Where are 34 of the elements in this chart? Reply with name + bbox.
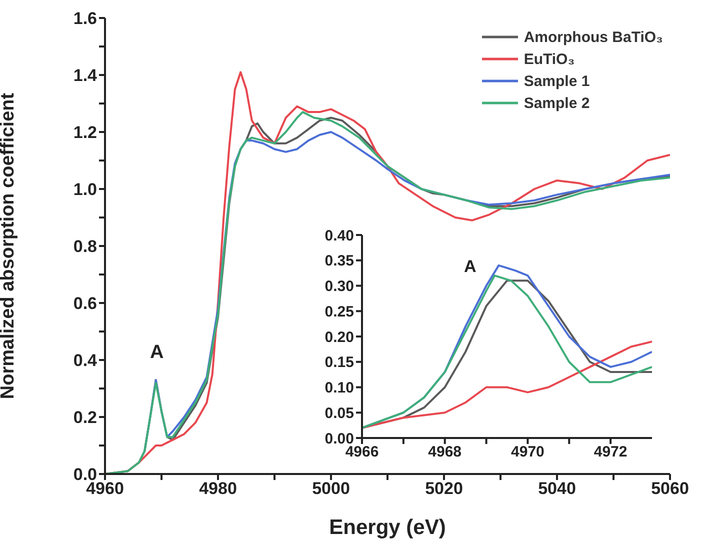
y-tick-label: 0.6: [73, 294, 97, 314]
annotation: A: [150, 342, 164, 364]
x-tick-label: 4960: [86, 479, 124, 498]
y-tick-label: 0.15: [324, 354, 354, 372]
x-tick-label: 4968: [428, 444, 462, 461]
y-tick-label: 1.2: [73, 123, 97, 142]
y-tick-label: 1.6: [73, 9, 97, 28]
x-tick-label: 5000: [312, 479, 350, 498]
x-tick-label: 4970: [511, 444, 544, 461]
y-axis-title: Normalized absorption coefficient: [0, 92, 19, 400]
y-tick-label: 0.4: [73, 351, 98, 370]
line-series: [362, 340, 652, 429]
legend-label: Sample 1: [524, 72, 590, 90]
y-tick-label: 0.30: [324, 278, 354, 296]
legend-label: Sample 2: [524, 94, 590, 112]
y-tick-label: 0.8: [73, 237, 97, 256]
x-axis-title: Energy (eV): [329, 516, 446, 539]
x-tick-label: 4980: [199, 479, 237, 498]
y-tick-label: 0.05: [324, 404, 354, 422]
x-tick-label: 4972: [594, 444, 628, 461]
y-tick-label: 0.10: [324, 380, 354, 397]
y-tick-label: 0.40: [324, 227, 354, 244]
y-tick-label: 0.20: [324, 328, 354, 346]
legend-label: EuTiO₃: [524, 50, 575, 68]
y-tick-label: 0.35: [324, 252, 354, 270]
y-tick-label: 1.4: [73, 66, 98, 86]
legend-label: Amorphous BaTiO₃: [524, 28, 663, 46]
x-tick-label: 5040: [538, 479, 576, 498]
x-tick-label: 5060: [651, 479, 689, 498]
y-tick-label: 0.2: [73, 408, 97, 428]
x-tick-label: 5020: [425, 479, 463, 498]
y-tick-label: 1.0: [73, 180, 97, 200]
annotation: A: [464, 257, 476, 277]
y-tick-label: 0.25: [324, 303, 354, 320]
